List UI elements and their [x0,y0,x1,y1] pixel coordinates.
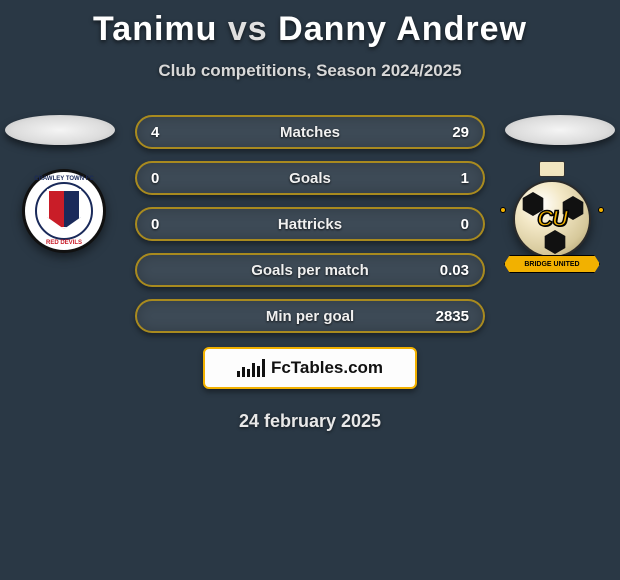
stat-row: 0Hattricks0 [135,207,485,241]
vs-separator: vs [228,10,268,48]
stat-row: 4Matches29 [135,115,485,149]
stat-label: Goals per match [137,262,483,279]
crest2-ribbon: BRIDGE UNITED [504,255,600,273]
stat-left-value: 0 [151,170,159,187]
fctables-text: FcTables.com [271,358,383,378]
cambridge-crest: CU BRIDGE UNITED [502,169,602,269]
subtitle: Club competitions, Season 2024/2025 [0,61,620,81]
team1-badge: CRAWLEY TOWN FC RED DEVILS [22,169,122,269]
crawley-crest: CRAWLEY TOWN FC RED DEVILS [22,169,106,253]
stat-left-value: 0 [151,216,159,233]
stat-right-value: 0.03 [440,262,469,279]
stat-right-value: 29 [452,124,469,141]
player2-name: Danny Andrew [278,10,527,48]
stat-row: Min per goal2835 [135,299,485,333]
comparison-stage: CRAWLEY TOWN FC RED DEVILS CU BRIDGE UNI… [0,115,620,432]
team2-badge: CU BRIDGE UNITED [502,169,602,269]
player2-oval [505,115,615,145]
stat-right-value: 2835 [436,308,469,325]
football-icon: CU [513,180,591,258]
stat-left-value: 4 [151,124,159,141]
fctables-logo[interactable]: FcTables.com [203,347,417,389]
stat-label: Min per goal [137,308,483,325]
player1-name: Tanimu [93,10,217,48]
stats-rows: 4Matches290Goals10Hattricks0Goals per ma… [135,115,485,333]
stat-label: Goals [137,170,483,187]
crest1-bottom-text: RED DEVILS [25,240,103,246]
stat-right-value: 1 [461,170,469,187]
stat-row: 0Goals1 [135,161,485,195]
stat-label: Hattricks [137,216,483,233]
page-title: Tanimu vs Danny Andrew [0,0,620,49]
book-icon [539,161,565,177]
stat-right-value: 0 [461,216,469,233]
stat-label: Matches [137,124,483,141]
footer-date: 24 february 2025 [0,411,620,432]
crest2-monogram: CU [537,206,567,232]
stat-row: Goals per match0.03 [135,253,485,287]
bar-chart-icon [237,359,265,377]
player1-oval [5,115,115,145]
